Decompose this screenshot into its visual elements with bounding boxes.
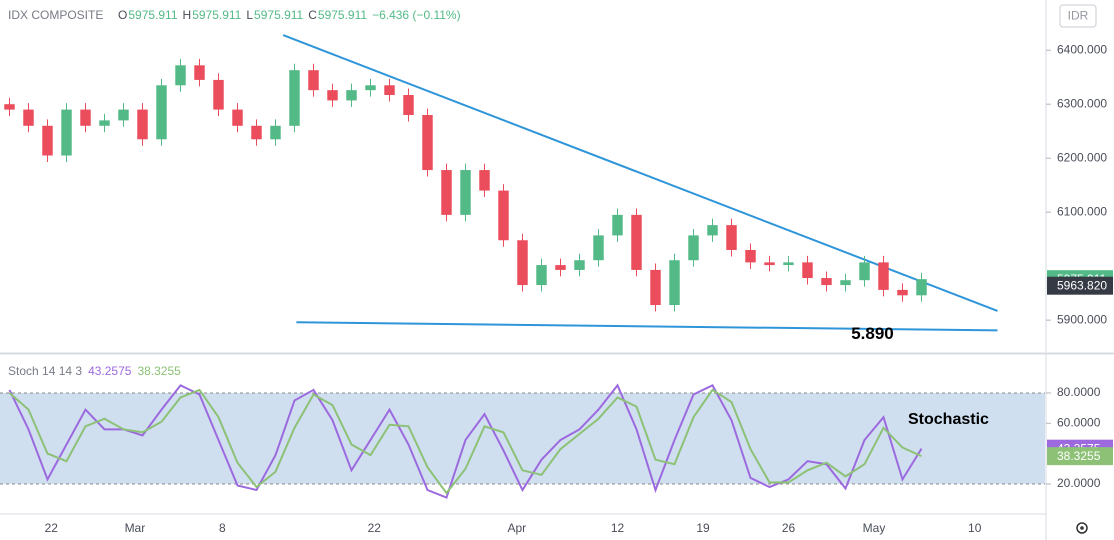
candle-body — [327, 90, 338, 101]
x-tick-label: 19 — [696, 521, 710, 535]
candle-body — [498, 190, 509, 241]
candle-body — [42, 125, 53, 156]
ohlc-key: L — [246, 8, 253, 22]
stoch-title: Stoch 14 14 3 — [8, 364, 82, 378]
candle-body — [232, 109, 243, 126]
x-tick-label: 8 — [219, 521, 226, 535]
candle-body — [821, 278, 832, 286]
candle-body — [23, 109, 34, 126]
annotation: 5.890 — [851, 324, 894, 343]
candle-body — [422, 114, 433, 171]
candle-body — [251, 125, 262, 140]
candle-body — [289, 70, 300, 126]
currency-button[interactable] — [1059, 4, 1097, 28]
ohlc-value: 5975.911 — [318, 8, 367, 22]
ohlc-value: 5975.911 — [254, 8, 303, 22]
candle-body — [118, 109, 129, 121]
candle-body — [802, 262, 813, 279]
currency-label: IDR — [1068, 9, 1089, 23]
candle-body — [669, 260, 680, 306]
candle-body — [726, 225, 737, 250]
x-tick-label: 10 — [968, 521, 982, 535]
candle-body — [403, 95, 414, 115]
stoch-annotation: Stochastic — [908, 411, 989, 428]
candle-body — [631, 214, 642, 270]
symbol-name: IDX COMPOSITE — [8, 8, 103, 22]
y-tick-label: 6300.000 — [1057, 96, 1107, 110]
ohlc-value: 5975.911 — [192, 8, 241, 22]
price-label-box — [1047, 276, 1113, 295]
ohlc-key: O — [118, 8, 127, 22]
x-tick-label: 26 — [782, 521, 796, 535]
trendline — [296, 321, 998, 332]
y-tick-label: 80.0000 — [1057, 385, 1101, 399]
y-tick-label: 20.0000 — [1057, 476, 1101, 490]
candle-body — [137, 109, 148, 140]
candle-body — [80, 109, 91, 126]
candle-body — [612, 214, 623, 236]
y-tick-label: 5900.000 — [1057, 312, 1107, 326]
candle-body — [441, 170, 452, 215]
price-label: 5963.820 — [1057, 278, 1107, 292]
ohlc-key: C — [308, 8, 317, 22]
ohlc-legend: O 5975.911 H 5975.911 L 5975.911 C 5975.911 −6.4… — [118, 8, 461, 22]
candle-body — [346, 90, 357, 101]
candle-body — [688, 235, 699, 261]
candle-body — [555, 265, 566, 270]
stoch-legend-value: 43.2575 — [88, 364, 132, 378]
x-tick-label: 22 — [368, 521, 382, 535]
candle-body — [460, 170, 471, 215]
candle-body — [783, 262, 794, 266]
x-tick-label: 12 — [611, 521, 625, 535]
candle-body — [897, 289, 908, 296]
candle-body — [745, 249, 756, 263]
x-tick-label: May — [863, 521, 886, 535]
candle-body — [99, 120, 110, 126]
candle-body — [764, 262, 775, 266]
stoch-label: 38.3255 — [1057, 449, 1101, 463]
candle-body — [365, 85, 376, 91]
x-tick-label: 22 — [45, 521, 59, 535]
candle-body — [707, 225, 718, 236]
candle-body — [650, 269, 661, 306]
ohlc-value: 5975.911 — [128, 8, 177, 22]
stoch-pane: 20.000060.000080.0000Stochastic43.257543… — [0, 364, 1113, 499]
candle-body — [194, 65, 205, 80]
x-tick-label: Apr — [507, 521, 526, 535]
stoch-label-box — [1047, 447, 1113, 466]
ohlc-key: H — [183, 8, 192, 22]
stoch-line — [8, 383, 923, 499]
change-value: −6.436 (−0.11%) — [372, 8, 461, 22]
stoch-legend-value: 38.3255 — [137, 364, 181, 378]
candle-body — [878, 262, 889, 290]
y-tick-label: 60.0000 — [1057, 415, 1101, 429]
candle-body — [536, 265, 547, 286]
stoch-line — [8, 388, 922, 495]
y-tick-label: 6200.000 — [1057, 150, 1107, 164]
candle-body — [4, 104, 15, 110]
candle-body — [213, 79, 224, 110]
candle-body — [916, 279, 927, 296]
candle-body — [384, 85, 395, 96]
candle-body — [517, 240, 528, 286]
candle-body — [859, 262, 870, 281]
gear — [1076, 522, 1088, 534]
x-tick-label: Mar — [125, 521, 146, 535]
candle-body — [270, 125, 281, 140]
candle-body — [479, 170, 490, 191]
price-pane: 5900.000 6100.000 6200.000 6300.000 6400.000… — [4, 34, 1113, 343]
settings-icon[interactable] — [1076, 522, 1088, 534]
candle-body — [175, 65, 186, 86]
candle-body — [61, 109, 72, 156]
y-tick-label: 6100.000 — [1057, 204, 1107, 218]
gear-center — [1080, 526, 1084, 530]
candle-body — [156, 85, 167, 140]
y-tick-label: 6400.000 — [1057, 42, 1107, 56]
candle-body — [840, 280, 851, 286]
candle-body — [308, 70, 319, 91]
candle-body — [593, 235, 604, 261]
candle-body — [574, 260, 585, 270]
